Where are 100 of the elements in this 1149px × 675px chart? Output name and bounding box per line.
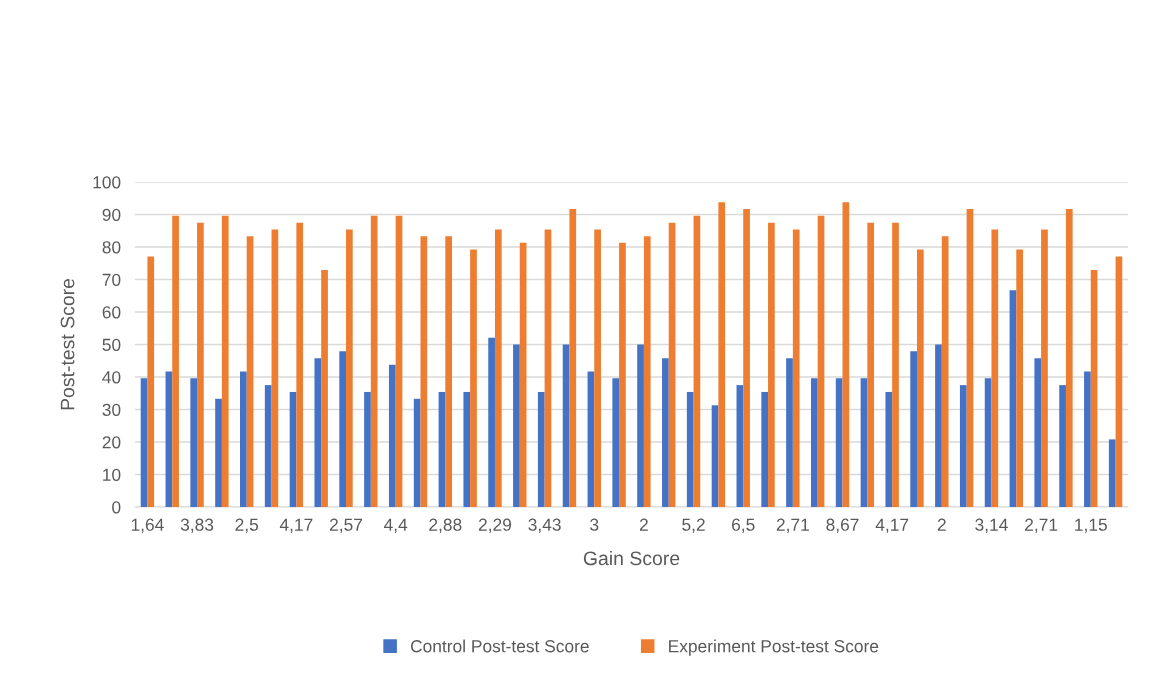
bar	[246, 236, 254, 507]
bar	[1041, 229, 1048, 507]
legend-label: Control Post-test Score	[410, 639, 589, 653]
y-tick-label: 0	[112, 501, 121, 514]
bar	[470, 249, 477, 507]
x-tick-label: 6,5	[732, 518, 755, 533]
x-tick-label: 3,83	[180, 518, 214, 533]
y-tick-label: 70	[102, 273, 121, 286]
x-tick-label: 2,29	[478, 518, 512, 533]
bar	[339, 351, 347, 507]
bar	[215, 398, 222, 507]
bar	[835, 378, 843, 507]
bar	[370, 215, 378, 507]
bar	[364, 391, 371, 507]
bar	[761, 391, 769, 507]
bar	[619, 242, 626, 507]
bar	[445, 236, 453, 507]
x-tick-label: 3,43	[528, 518, 561, 533]
bar	[569, 208, 577, 507]
bar	[984, 378, 992, 507]
x-tick-label: 1,64	[131, 518, 164, 533]
bar	[488, 337, 495, 507]
x-tick-label: 2,71	[776, 518, 809, 533]
bar	[190, 378, 198, 507]
bar	[1090, 270, 1098, 507]
bar	[935, 344, 942, 507]
bar	[221, 215, 229, 507]
bar	[296, 222, 304, 507]
bar	[842, 202, 850, 507]
bar	[1108, 439, 1116, 507]
bar	[910, 351, 917, 507]
bar	[1084, 371, 1091, 507]
bar	[513, 344, 520, 507]
x-tick-label: 8,67	[826, 518, 859, 533]
y-tick-label: 30	[102, 403, 121, 416]
y-tick-label: 40	[102, 371, 121, 384]
x-axis-title: Gain Score	[583, 550, 680, 566]
y-axis-title: Post-test Score	[60, 278, 75, 410]
bar	[1034, 358, 1042, 507]
bar	[892, 222, 899, 507]
bar	[264, 385, 272, 507]
bar	[172, 215, 179, 507]
bar	[612, 378, 620, 507]
bar	[637, 344, 644, 507]
bar	[991, 229, 999, 507]
bar	[494, 229, 502, 507]
bar	[544, 229, 552, 507]
bar	[1115, 256, 1123, 507]
x-tick-label: 5,2	[682, 518, 705, 533]
y-tick-label: 50	[102, 338, 121, 351]
bar	[810, 378, 818, 507]
x-tick-label: 3,14	[975, 518, 1008, 533]
bar	[916, 249, 924, 507]
bar	[885, 391, 893, 507]
x-tick-label: 4,4	[384, 518, 408, 533]
bar	[860, 378, 868, 507]
bar	[686, 391, 694, 507]
x-tick-label: 2	[937, 518, 946, 531]
bar	[959, 385, 967, 507]
bar	[314, 358, 322, 507]
bar	[420, 236, 428, 507]
bar	[736, 385, 744, 507]
x-tick-label: 2,71	[1025, 518, 1058, 533]
bar	[711, 405, 719, 507]
y-tick-label: 80	[102, 241, 121, 254]
bar	[941, 236, 949, 507]
bar	[388, 364, 396, 507]
y-tick-label: 100	[93, 176, 121, 189]
bar	[147, 256, 155, 507]
bar	[867, 222, 875, 507]
x-tick-label: 3	[590, 518, 599, 531]
y-tick-label: 60	[102, 306, 121, 319]
bar	[718, 202, 726, 507]
bar	[587, 371, 595, 507]
bar	[562, 344, 570, 507]
x-tick-label: 4,17	[279, 518, 313, 533]
bar	[537, 391, 545, 507]
x-tick-label: 1,15	[1075, 518, 1107, 533]
bar	[463, 391, 471, 507]
y-tick-label: 10	[103, 468, 121, 481]
bar	[743, 208, 750, 507]
x-tick-label: 2,88	[429, 518, 462, 533]
bar	[594, 229, 601, 507]
bar	[662, 358, 669, 507]
bar	[643, 236, 651, 507]
x-tick-label: 2,57	[329, 518, 363, 533]
bar	[197, 222, 204, 507]
bar	[1009, 290, 1017, 507]
bar	[321, 270, 328, 507]
bar	[1059, 385, 1066, 507]
bar	[346, 229, 353, 507]
legend-label: Experiment Post-test Score	[669, 639, 879, 656]
bar	[271, 229, 279, 507]
y-tick-label: 90	[102, 208, 121, 221]
bar	[792, 229, 800, 507]
y-tick-label: 20	[102, 436, 121, 449]
bar	[140, 378, 148, 507]
bar	[240, 371, 247, 507]
bar	[1016, 249, 1023, 507]
x-tick-label: 4,17	[875, 518, 909, 533]
